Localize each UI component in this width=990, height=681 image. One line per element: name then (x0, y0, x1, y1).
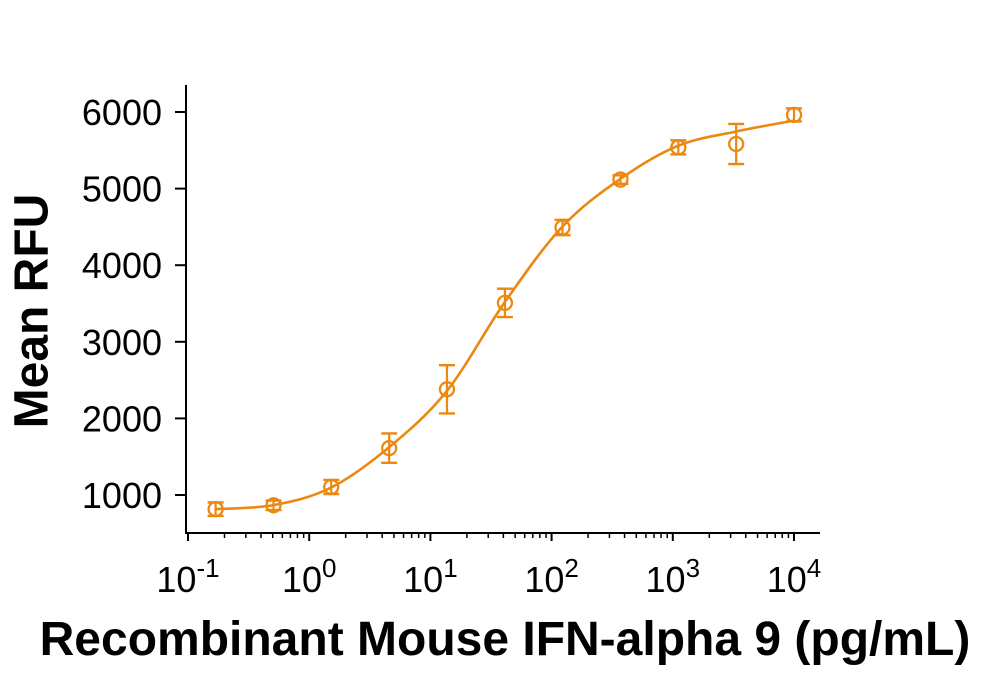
data-point-marker (612, 171, 629, 188)
data-point-marker (323, 478, 340, 496)
data-point-marker (381, 439, 398, 457)
y-axis-title: Mean RFU (6, 194, 59, 429)
data-point-marker (265, 497, 282, 514)
x-axis-title: Recombinant Mouse IFN-alpha 9 (pg/mL) (40, 613, 971, 666)
data-point-marker (785, 106, 803, 124)
y-tick-label: 1000 (82, 475, 162, 516)
x-tick-label: 100 (282, 553, 337, 600)
x-tick-label: 102 (524, 553, 579, 600)
y-tick-label: 2000 (82, 398, 162, 439)
data-point-marker (728, 135, 745, 153)
y-tick-label: 5000 (82, 169, 162, 210)
plot-area: 1000 2000 3000 4000 5000 6000 10-1 100 101 102 103… (82, 85, 821, 600)
y-tick-label: 4000 (82, 245, 162, 286)
data-point-marker (554, 219, 571, 236)
x-tick-label: 103 (646, 553, 701, 600)
data-point-marker (496, 294, 514, 312)
x-tick-label: 101 (403, 553, 458, 600)
data-point-marker (207, 501, 224, 518)
y-tick-label: 6000 (82, 92, 162, 133)
data-point-marker (670, 139, 687, 156)
x-tick-label: 104 (767, 553, 822, 600)
x-tick-label: 10-1 (156, 553, 219, 600)
data-point-marker (438, 381, 456, 398)
y-tick-label: 3000 (82, 322, 162, 363)
